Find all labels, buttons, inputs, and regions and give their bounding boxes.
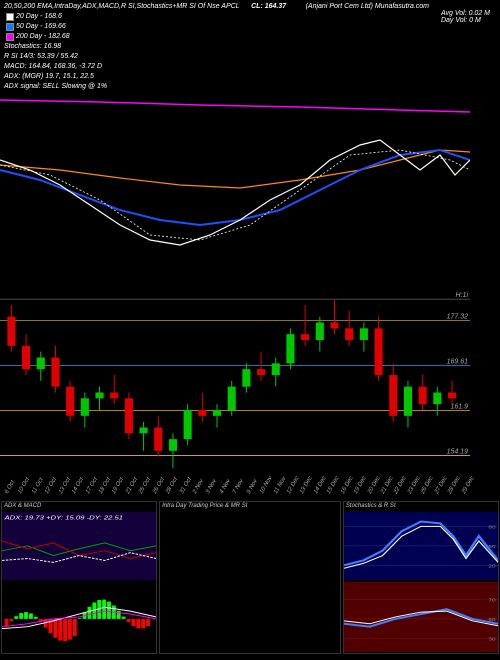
avg-vol: Avg Vol: 0.02 M <box>441 10 490 17</box>
svg-text:154.19: 154.19 <box>447 449 469 456</box>
svg-text:H:1i: H:1i <box>456 292 469 299</box>
svg-text:80: 80 <box>488 525 495 530</box>
svg-text:30: 30 <box>488 637 495 642</box>
svg-text:169.61: 169.61 <box>447 359 469 366</box>
title-left: 20,50,200 EMA,IntraDay,ADX,MACD,R SI,Sto… <box>4 3 239 10</box>
svg-text:161.9: 161.9 <box>450 404 468 411</box>
stochastics: Stochastics: 16.98 <box>4 42 496 52</box>
day-vol: Day Vol: 0 M <box>441 17 490 24</box>
ema-chart <box>0 70 470 270</box>
legend-item: 20 Day - 168.6 <box>4 12 496 22</box>
bottom-panels: ADX & MACD ADX: 19.73 +DY: 15.09 -DY: 22… <box>0 500 500 655</box>
svg-text:20: 20 <box>488 564 495 569</box>
svg-text:70: 70 <box>488 598 495 603</box>
adx-macd-panel: ADX & MACD ADX: 19.73 +DY: 15.09 -DY: 22… <box>1 501 157 654</box>
rsi: R SI 14/3: 53.39 / 55.42 <box>4 52 496 62</box>
svg-text:ADX: 19.73 +DY: 15.09 -DY: 22.: ADX: 19.73 +DY: 15.09 -DY: 22.51 <box>3 515 123 521</box>
candle-chart: H:1i 177.32 169.61 161.9 154.19 <box>0 270 470 480</box>
legend-item: 50 Day - 169.66 <box>4 22 496 32</box>
cl-value: CL: 164.37 <box>251 3 286 10</box>
svg-text:177.32: 177.32 <box>447 314 469 321</box>
date-axis: 6 Oct10 Oct11 Oct12 Oct13 Oct14 Oct17 Oc… <box>0 480 470 495</box>
legend-item: 200 Day - 182.68 <box>4 32 496 42</box>
intraday-panel: Intra Day Trading Price & MR SI <box>159 501 341 654</box>
company: (Anjani Port Cem Ltd) Munafasutra.com <box>306 3 429 10</box>
stoch-rsi-panel: Stochastics & R SI 805020705030 <box>343 501 499 654</box>
